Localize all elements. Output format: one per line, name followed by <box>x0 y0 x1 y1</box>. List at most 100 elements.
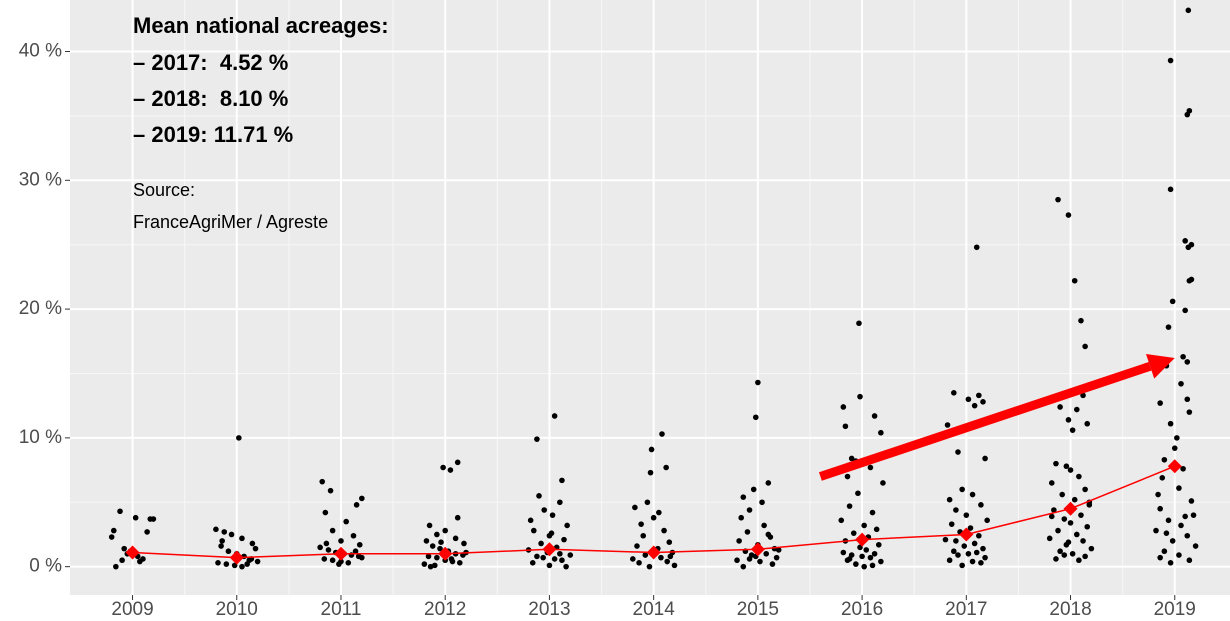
data-point <box>421 561 428 567</box>
x-tick-label: 2014 <box>633 599 676 620</box>
data-point <box>225 548 232 555</box>
data-point <box>744 529 751 535</box>
data-point <box>1082 553 1088 560</box>
data-point <box>846 503 853 509</box>
data-point <box>1161 456 1168 463</box>
data-point <box>1076 557 1082 564</box>
data-point <box>1078 512 1084 518</box>
data-point <box>969 491 976 498</box>
data-point <box>221 529 228 535</box>
data-point <box>327 487 334 494</box>
data-point <box>740 494 747 500</box>
data-point <box>661 527 667 534</box>
data-point <box>213 526 219 533</box>
data-point <box>759 499 765 506</box>
data-point <box>857 393 863 400</box>
data-point <box>534 553 540 560</box>
x-tick-label: 2011 <box>321 599 362 620</box>
mean-marker <box>959 527 974 542</box>
data-point <box>1078 317 1084 324</box>
data-point <box>1063 463 1070 470</box>
data-point <box>527 517 534 524</box>
data-point <box>1082 486 1088 493</box>
data-point <box>329 527 336 534</box>
data-point <box>1165 324 1172 330</box>
data-point <box>638 521 644 527</box>
data-point <box>1055 527 1061 534</box>
data-point <box>244 561 250 567</box>
data-point <box>219 538 225 544</box>
data-point <box>1176 485 1182 491</box>
data-point <box>973 549 980 556</box>
data-point <box>254 558 261 565</box>
data-point <box>746 507 753 513</box>
data-point <box>840 404 847 410</box>
data-point <box>1071 496 1078 503</box>
data-point <box>969 558 976 565</box>
data-point <box>231 562 238 569</box>
data-point <box>534 436 540 442</box>
data-point <box>875 541 882 548</box>
data-point <box>1178 522 1184 529</box>
data-point <box>1163 530 1170 536</box>
data-point <box>955 449 961 455</box>
data-point <box>440 464 446 471</box>
data-point <box>447 467 454 473</box>
data-point <box>953 507 959 513</box>
data-point <box>630 556 636 562</box>
data-point <box>356 541 363 548</box>
data-point <box>144 529 150 535</box>
data-point <box>855 490 861 497</box>
data-point <box>1076 473 1082 480</box>
y-tick-label: 10 % <box>19 427 62 448</box>
data-point <box>1185 244 1192 251</box>
data-point <box>564 522 570 529</box>
data-point <box>963 512 970 518</box>
data-point <box>640 532 647 539</box>
data-point <box>442 527 449 534</box>
data-point <box>338 538 344 544</box>
data-point <box>1065 417 1072 423</box>
data-point <box>563 563 569 570</box>
data-point <box>671 562 678 569</box>
data-point <box>1182 513 1188 520</box>
data-point <box>946 557 953 564</box>
data-point <box>1184 359 1191 365</box>
x-tick-label: 2010 <box>216 599 258 620</box>
data-point <box>765 531 772 538</box>
data-point <box>1171 445 1178 451</box>
data-point <box>117 508 123 515</box>
data-point <box>1080 392 1086 399</box>
data-point <box>955 552 961 558</box>
data-point <box>664 558 670 565</box>
data-point <box>1186 277 1193 284</box>
data-point <box>1169 538 1176 544</box>
data-point <box>561 536 567 543</box>
data-point <box>848 455 855 462</box>
data-point <box>976 392 982 399</box>
data-point <box>1069 550 1076 557</box>
y-tick-label: 20 % <box>19 298 62 319</box>
data-point <box>461 540 467 547</box>
data-point <box>982 455 988 462</box>
data-point <box>736 538 742 544</box>
data-point <box>948 521 955 527</box>
data-point <box>336 561 342 567</box>
data-point <box>752 414 759 421</box>
data-point <box>1073 406 1080 413</box>
data-point <box>551 413 558 419</box>
data-point <box>1057 404 1063 410</box>
data-point <box>323 540 330 547</box>
data-point <box>967 525 974 531</box>
data-point <box>110 527 117 534</box>
data-point <box>353 502 360 508</box>
data-point <box>734 557 740 564</box>
data-point <box>636 560 642 566</box>
data-point <box>951 390 957 396</box>
data-point <box>755 379 761 386</box>
data-point <box>844 473 851 480</box>
data-point <box>959 486 965 493</box>
data-point <box>984 517 990 524</box>
data-point <box>951 548 957 555</box>
data-point <box>769 561 776 567</box>
